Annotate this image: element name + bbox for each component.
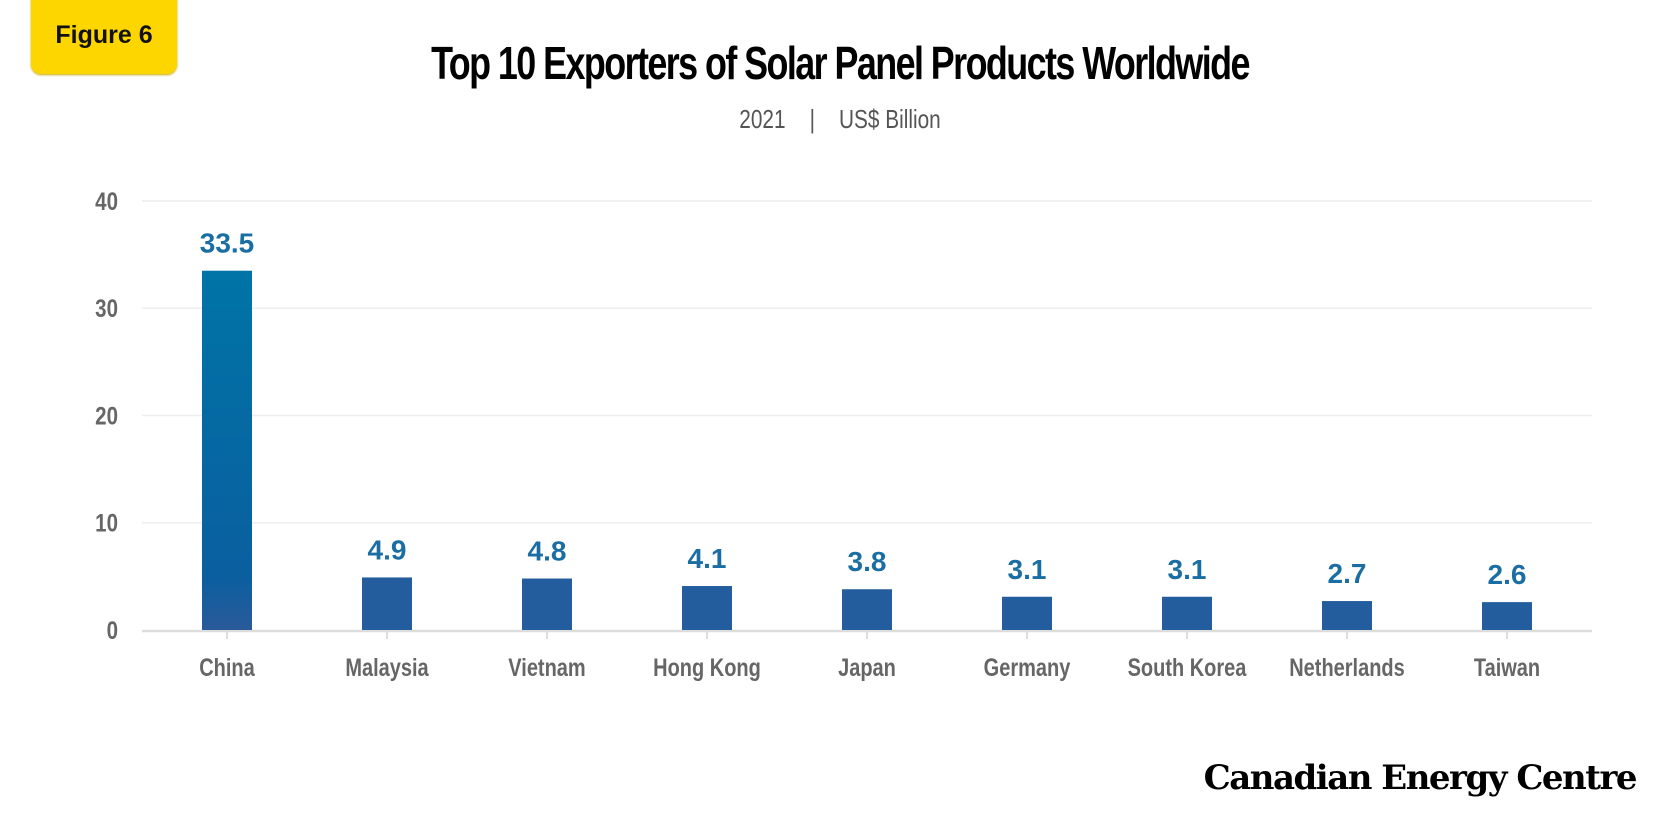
y-tick-label: 40 <box>95 187 118 215</box>
bar-netherlands <box>1322 601 1372 630</box>
data-label: 4.1 <box>688 543 727 574</box>
data-label: 2.7 <box>1328 558 1367 589</box>
chart-subtitle: 2021 | US$ Billion <box>739 104 941 134</box>
x-tick-label: China <box>199 654 255 682</box>
x-tick-label: Malaysia <box>345 654 429 682</box>
bar-vietnam <box>522 578 572 630</box>
figure-label: Figure 6 <box>55 21 153 49</box>
bar-china <box>202 270 252 630</box>
data-label: 2.6 <box>1488 559 1527 590</box>
canadian-energy-centre-logo: Canadian Energy Centre <box>1203 758 1638 798</box>
data-label: 3.1 <box>1008 554 1047 585</box>
subtitle-unit: US$ Billion <box>838 104 941 134</box>
bar-germany <box>1002 596 1052 630</box>
bar-malaysia <box>362 577 412 630</box>
data-label: 4.8 <box>528 536 567 567</box>
figure-badge: Figure 6 <box>31 0 177 74</box>
y-tick-label: 20 <box>95 402 118 430</box>
y-tick-label: 30 <box>95 294 118 322</box>
x-tick-label: South Korea <box>1128 654 1247 682</box>
data-label: 3.8 <box>848 546 887 577</box>
chart-title: Top 10 Exporters of Solar Panel Products… <box>431 37 1250 89</box>
bar-taiwan <box>1482 602 1532 630</box>
x-tick-label: Vietnam <box>508 654 585 682</box>
y-tick-label: 0 <box>107 616 118 644</box>
x-tick-label: Hong Kong <box>653 654 761 682</box>
x-tick-label: Taiwan <box>1474 654 1540 682</box>
data-label: 3.1 <box>1168 554 1207 585</box>
x-tick-label: Netherlands <box>1289 654 1405 682</box>
data-label: 4.9 <box>368 534 407 565</box>
subtitle-year: 2021 <box>739 104 786 134</box>
bar-japan <box>842 589 892 630</box>
x-tick-label: Germany <box>984 654 1071 682</box>
bar-south-korea <box>1162 596 1212 630</box>
data-label: 33.5 <box>200 228 255 259</box>
bar-hong-kong <box>682 586 732 630</box>
y-tick-label: 10 <box>95 509 118 537</box>
x-tick-label: Japan <box>838 654 896 682</box>
